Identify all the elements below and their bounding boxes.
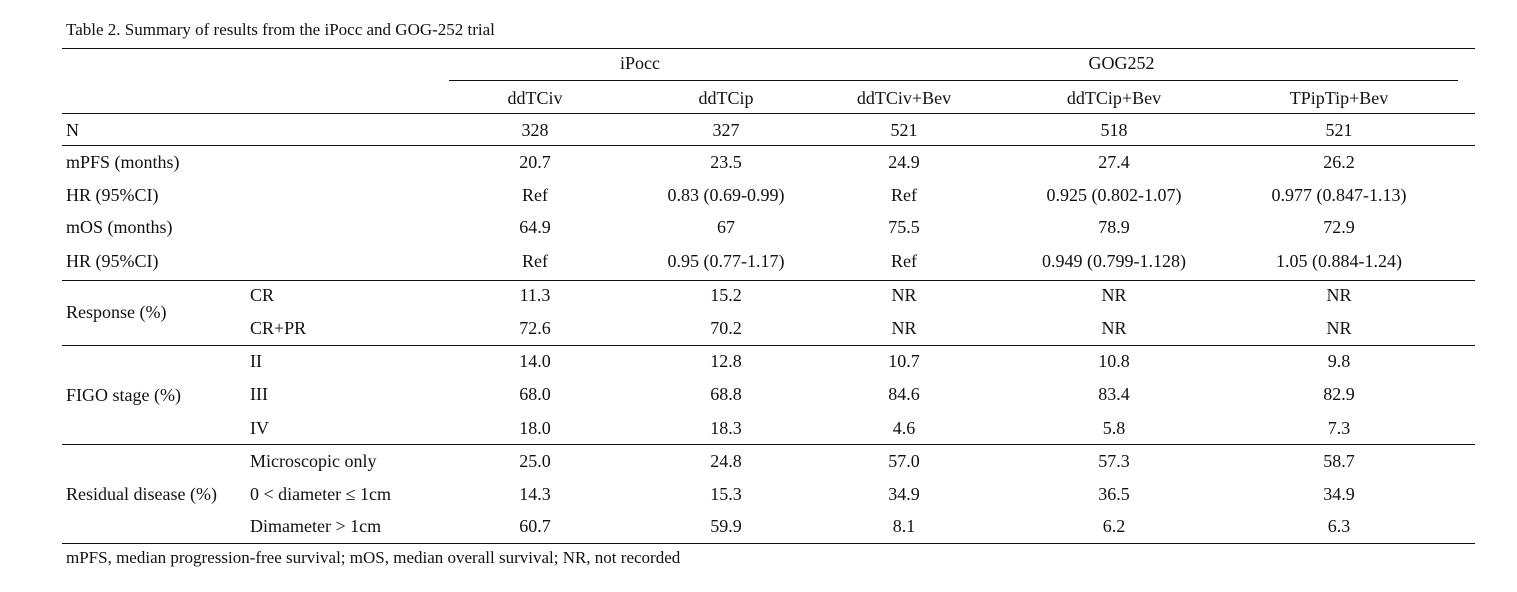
- table-cell: NR: [1326, 285, 1352, 305]
- table-cell: NR: [891, 285, 917, 305]
- column-header: TPipTip+Bev: [1289, 88, 1389, 108]
- table-cell: 15.2: [710, 285, 742, 305]
- table-cell: Ref: [522, 251, 548, 271]
- row-label: HR (95%CI): [66, 251, 159, 271]
- table-cell: Ref: [891, 251, 917, 271]
- table-cell: 84.6: [888, 384, 920, 404]
- table-cell: 8.1: [892, 516, 916, 536]
- table-cell: 14.0: [519, 351, 551, 371]
- table-cell: 6.2: [1102, 516, 1126, 536]
- table-cell: 0.949 (0.799-1.128): [1042, 251, 1186, 271]
- row-sublabel: CR+PR: [250, 318, 307, 338]
- table-cell: 82.9: [1323, 384, 1355, 404]
- table-cell: 18.3: [710, 418, 742, 438]
- table-cell: 27.4: [1098, 152, 1130, 172]
- row-sublabel: III: [250, 384, 268, 404]
- row-sublabel: CR: [250, 285, 275, 305]
- section-label: FIGO stage (%): [66, 384, 181, 405]
- table-cell: Ref: [891, 185, 917, 205]
- table-cell: 521: [1325, 120, 1353, 140]
- table-cell: 9.8: [1327, 351, 1351, 371]
- table-cell: 7.3: [1327, 418, 1351, 438]
- table-cell: 24.9: [888, 152, 920, 172]
- table-cell: 68.0: [519, 384, 551, 404]
- section-label: Response (%): [66, 301, 167, 322]
- rule-group-underline: [449, 80, 1458, 81]
- rule-after-hr: [62, 280, 1475, 281]
- table-cell: 34.9: [888, 484, 920, 504]
- row-sublabel: Microscopic only: [250, 451, 377, 471]
- table-cell: 59.9: [710, 516, 742, 536]
- table-cell: 75.5: [888, 217, 920, 237]
- table-cell: 10.8: [1098, 351, 1130, 371]
- table-cell: 5.8: [1102, 418, 1126, 438]
- row-sublabel: II: [250, 351, 262, 371]
- table-cell: 60.7: [519, 516, 551, 536]
- table-cell: 1.05 (0.884-1.24): [1276, 251, 1402, 271]
- table-cell: NR: [891, 318, 917, 338]
- rule-header-bottom: [62, 113, 1475, 114]
- table-cell: 0.95 (0.77-1.17): [667, 251, 785, 271]
- table-cell: NR: [1101, 285, 1127, 305]
- row-label: mOS (months): [66, 217, 173, 237]
- rule-top: [62, 48, 1475, 49]
- table-cell: 34.9: [1323, 484, 1355, 504]
- table-cell: 0.83 (0.69-0.99): [667, 185, 785, 205]
- row-sublabel: IV: [250, 418, 269, 438]
- table-cell: 0.925 (0.802-1.07): [1046, 185, 1182, 205]
- table-cell: 14.3: [519, 484, 551, 504]
- table-cell: 25.0: [519, 451, 551, 471]
- table-cell: 11.3: [519, 285, 551, 305]
- table-caption: Table 2. Summary of results from the iPo…: [66, 20, 495, 39]
- group-header: GOG252: [1088, 53, 1155, 73]
- section-label: Residual disease (%): [66, 483, 217, 504]
- table-cell: 6.3: [1327, 516, 1351, 536]
- rule-after-n: [62, 145, 1475, 146]
- table-cell: 72.6: [519, 318, 551, 338]
- table-cell: 78.9: [1098, 217, 1130, 237]
- row-label: mPFS (months): [66, 152, 180, 172]
- table-cell: 12.8: [710, 351, 742, 371]
- table-cell: 36.5: [1098, 484, 1130, 504]
- rule-after-figo: [62, 444, 1475, 445]
- table-cell: 518: [1100, 120, 1128, 140]
- row-label: HR (95%CI): [66, 185, 159, 205]
- table-cell: 10.7: [888, 351, 920, 371]
- table-cell: 0.977 (0.847-1.13): [1271, 185, 1407, 205]
- column-header: ddTCiv: [507, 88, 563, 108]
- column-header: ddTCip: [698, 88, 754, 108]
- table-cell: 521: [890, 120, 918, 140]
- table-cell: 58.7: [1323, 451, 1355, 471]
- row-sublabel: 0 < diameter ≤ 1cm: [250, 484, 391, 504]
- table-cell: 68.8: [710, 384, 742, 404]
- table-cell: 67: [717, 217, 735, 237]
- table-cell: 327: [712, 120, 740, 140]
- table-cell: 64.9: [519, 217, 551, 237]
- column-header: ddTCip+Bev: [1066, 88, 1162, 108]
- table-cell: 57.0: [888, 451, 920, 471]
- table-cell: 26.2: [1323, 152, 1355, 172]
- group-header: iPocc: [620, 53, 660, 73]
- table-cell: 328: [521, 120, 549, 140]
- table-cell: 18.0: [519, 418, 551, 438]
- table-cell: 24.8: [710, 451, 742, 471]
- table-cell: 15.3: [710, 484, 742, 504]
- table-cell: 72.9: [1323, 217, 1355, 237]
- table-cell: 57.3: [1098, 451, 1130, 471]
- table-cell: 70.2: [710, 318, 742, 338]
- table-cell: 23.5: [710, 152, 742, 172]
- row-sublabel: Dimameter > 1cm: [250, 516, 382, 536]
- row-label: N: [66, 120, 79, 140]
- table-cell: NR: [1101, 318, 1127, 338]
- table-cell: Ref: [522, 185, 548, 205]
- table-cell: 4.6: [892, 418, 916, 438]
- column-header: ddTCiv+Bev: [856, 88, 952, 108]
- table-footnote: mPFS, median progression-free survival; …: [66, 548, 681, 567]
- rule-after-response: [62, 345, 1475, 346]
- table-cell: NR: [1326, 318, 1352, 338]
- table-cell: 83.4: [1098, 384, 1130, 404]
- table-cell: 20.7: [519, 152, 551, 172]
- rule-bottom: [62, 543, 1475, 544]
